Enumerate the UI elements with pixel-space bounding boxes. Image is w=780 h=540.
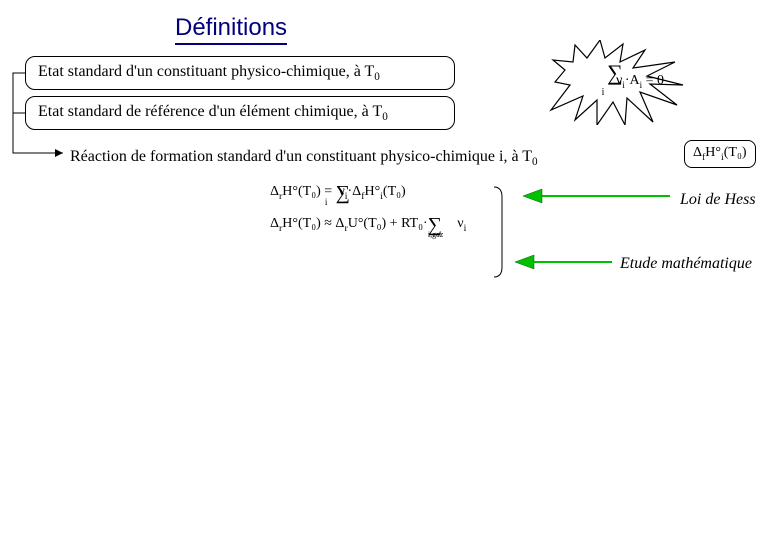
hess-formula: ΔrH°(T₀) = ∑iνi·ΔfH°i(T₀) bbox=[270, 182, 406, 205]
math-label: Etude mathématique bbox=[620, 255, 752, 273]
sf-delta: Δ bbox=[693, 145, 702, 160]
math-arrow bbox=[512, 252, 617, 272]
definition-box-1: Etat standard d'un constituant physico-c… bbox=[25, 56, 455, 90]
box1-text: Etat standard d'un constituant physico-c… bbox=[38, 63, 374, 80]
reaction-text: Réaction de formation standard d'un cons… bbox=[70, 148, 532, 165]
definition-box-2: Etat standard de référence d'un élément … bbox=[25, 96, 455, 130]
hess-dot: ·Δ bbox=[348, 184, 362, 199]
reaction-sub: 0 bbox=[532, 156, 538, 168]
starburst-formula: ∑ i νi·Ai = 0 bbox=[545, 40, 685, 125]
u-formula: ΔrH°(T₀) ≈ ΔrU°(T₀) + RT₀·∑i,gazνi bbox=[270, 214, 466, 237]
page-title: Définitions bbox=[175, 14, 287, 45]
reaction-line: Réaction de formation standard d'un cons… bbox=[70, 148, 538, 168]
hess-Hi: H° bbox=[364, 184, 380, 199]
hess-T02: (T₀) bbox=[383, 184, 406, 199]
hess-delta: Δ bbox=[270, 184, 279, 199]
u-H: H°(T₀) ≈ Δ bbox=[282, 216, 344, 231]
u-nui: i bbox=[464, 223, 467, 234]
hess-H: H°(T₀) = bbox=[282, 184, 335, 199]
box2-text: Etat standard de référence d'un élément … bbox=[38, 103, 382, 120]
hess-arrow bbox=[520, 186, 675, 206]
box2-sub: 0 bbox=[382, 111, 388, 123]
u-U: U°(T₀) + RT₀· bbox=[348, 216, 428, 231]
u-sub: i,gaz bbox=[428, 230, 443, 239]
sf-T0: (T₀) bbox=[724, 145, 747, 160]
formula-bracket bbox=[492, 182, 512, 282]
formation-enthalpy-box: ΔfH°i(T₀) bbox=[684, 140, 756, 168]
svg-text:i: i bbox=[602, 87, 605, 98]
sf-H: H° bbox=[705, 145, 721, 160]
box1-sub: 0 bbox=[374, 71, 380, 83]
u-delta: Δ bbox=[270, 216, 279, 231]
hess-label: Loi de Hess bbox=[680, 191, 756, 209]
